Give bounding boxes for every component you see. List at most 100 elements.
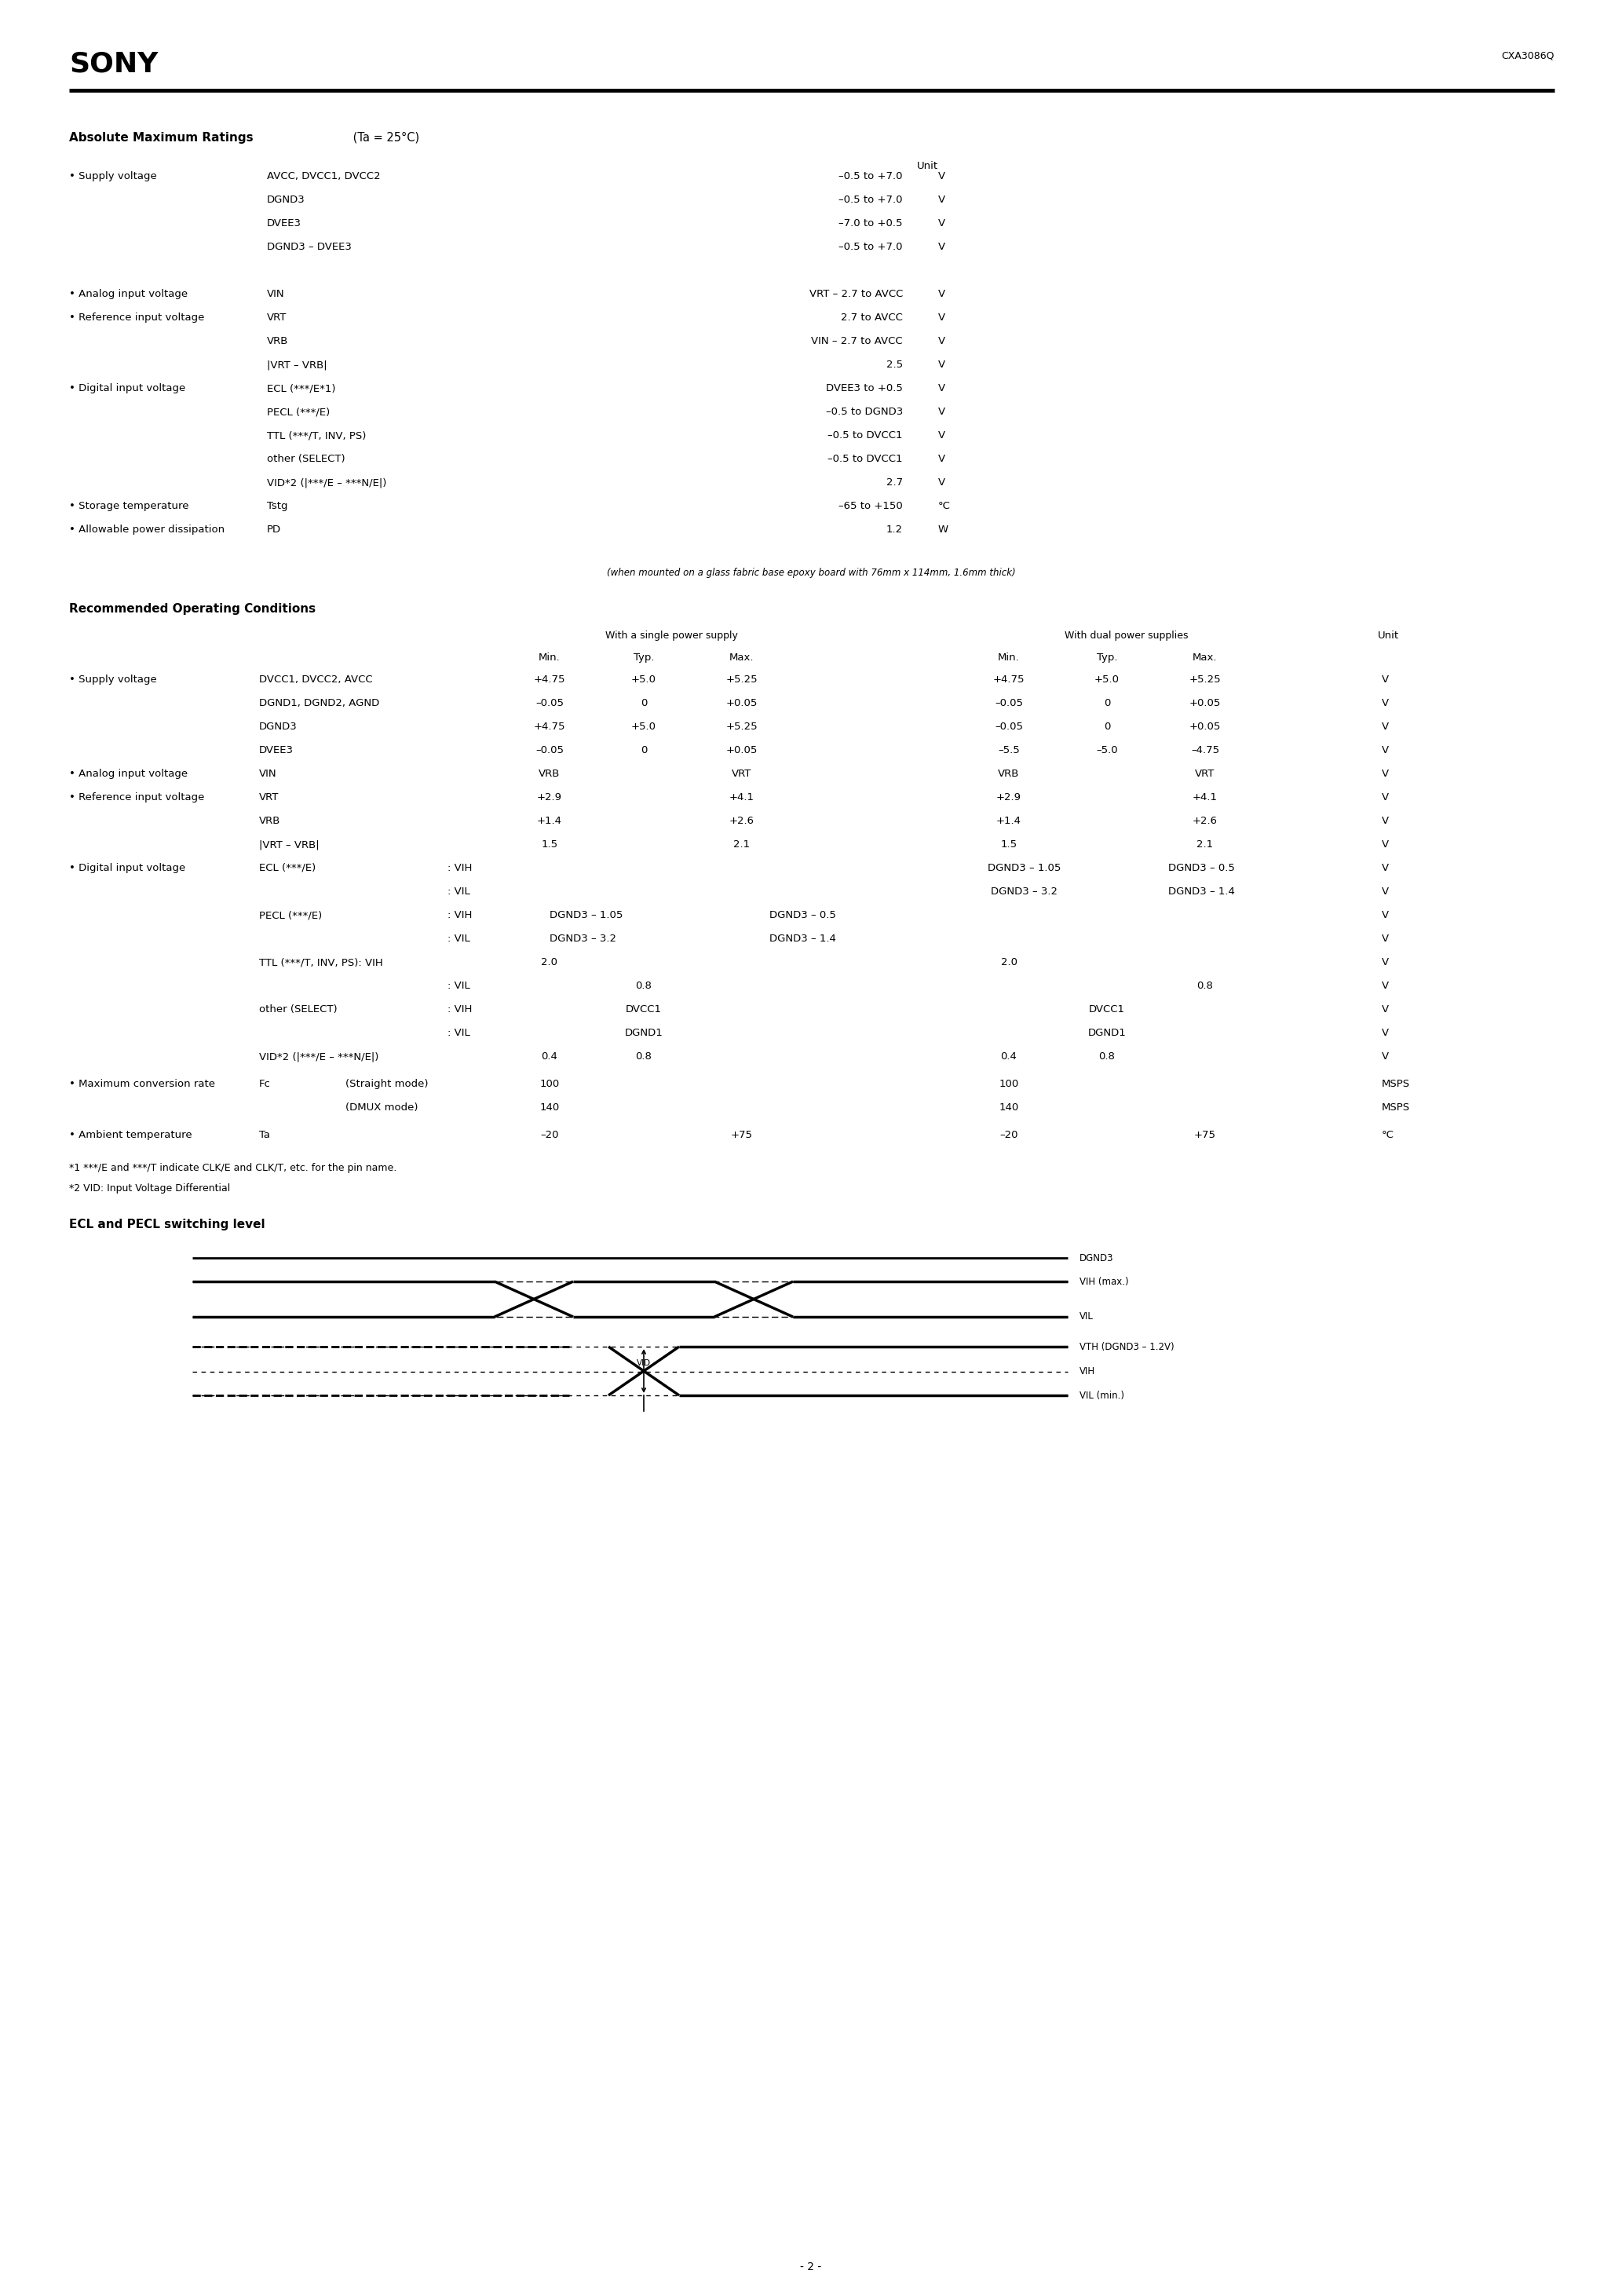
Text: TTL (***/T, INV, PS): VIH: TTL (***/T, INV, PS): VIH (260, 957, 383, 967)
Text: V: V (1382, 792, 1388, 804)
Text: V: V (938, 195, 946, 204)
Text: 2.5: 2.5 (886, 360, 903, 370)
Text: DGND3: DGND3 (260, 721, 297, 732)
Text: Min.: Min. (539, 652, 561, 664)
Text: +2.6: +2.6 (1192, 815, 1218, 827)
Text: –5.5: –5.5 (998, 746, 1020, 755)
Text: VIL (min.): VIL (min.) (1080, 1391, 1124, 1401)
Text: DVEE3: DVEE3 (268, 218, 302, 230)
Text: 1.5: 1.5 (542, 840, 558, 850)
Text: VIH: VIH (1080, 1366, 1095, 1378)
Text: *2 VID: Input Voltage Differential: *2 VID: Input Voltage Differential (70, 1182, 230, 1194)
Text: 0.4: 0.4 (542, 1052, 558, 1061)
Text: –0.5 to +7.0: –0.5 to +7.0 (839, 172, 903, 181)
Text: +75: +75 (1194, 1130, 1216, 1141)
Text: • Reference input voltage: • Reference input voltage (70, 312, 204, 324)
Text: • Ambient temperature: • Ambient temperature (70, 1130, 191, 1141)
Text: VRT – 2.7 to AVCC: VRT – 2.7 to AVCC (809, 289, 903, 298)
Text: : VIH: : VIH (448, 909, 472, 921)
Text: DGND1: DGND1 (624, 1029, 663, 1038)
Text: –0.5 to DGND3: –0.5 to DGND3 (826, 406, 903, 418)
Text: 0: 0 (1103, 721, 1111, 732)
Text: : VIL: : VIL (448, 980, 470, 992)
Text: • Storage temperature: • Storage temperature (70, 501, 188, 512)
Text: V: V (938, 289, 946, 298)
Text: –65 to +150: –65 to +150 (839, 501, 903, 512)
Text: • Analog input voltage: • Analog input voltage (70, 289, 188, 298)
Text: MSPS: MSPS (1382, 1079, 1410, 1088)
Text: +4.1: +4.1 (1192, 792, 1218, 804)
Text: : VIL: : VIL (448, 886, 470, 898)
Text: DGND1, DGND2, AGND: DGND1, DGND2, AGND (260, 698, 380, 707)
Text: Tstg: Tstg (268, 501, 287, 512)
Text: +5.25: +5.25 (1189, 675, 1221, 684)
Text: Recommended Operating Conditions: Recommended Operating Conditions (70, 604, 316, 615)
Text: V: V (1382, 675, 1388, 684)
Text: V: V (938, 478, 946, 487)
Text: 0: 0 (641, 746, 647, 755)
Text: 2.1: 2.1 (733, 840, 751, 850)
Text: +4.75: +4.75 (534, 721, 566, 732)
Text: SONY: SONY (70, 51, 157, 78)
Text: : VIH: : VIH (448, 1003, 472, 1015)
Text: +5.0: +5.0 (631, 721, 657, 732)
Text: +0.05: +0.05 (1189, 698, 1221, 707)
Text: V: V (1382, 957, 1388, 967)
Text: DVEE3 to +0.5: DVEE3 to +0.5 (826, 383, 903, 393)
Text: • Digital input voltage: • Digital input voltage (70, 383, 185, 393)
Text: V: V (1382, 746, 1388, 755)
Text: VRB: VRB (268, 335, 289, 347)
Text: V: V (938, 218, 946, 230)
Text: VRT: VRT (1195, 769, 1215, 778)
Text: V: V (938, 312, 946, 324)
Text: ECL and PECL switching level: ECL and PECL switching level (70, 1219, 264, 1231)
Text: +4.75: +4.75 (993, 675, 1025, 684)
Text: –7.0 to +0.5: –7.0 to +0.5 (839, 218, 903, 230)
Text: DGND3 – 1.4: DGND3 – 1.4 (769, 934, 835, 944)
Text: VID*2 (|***/E – ***N/E|): VID*2 (|***/E – ***N/E|) (268, 478, 386, 487)
Text: (Straight mode): (Straight mode) (345, 1079, 428, 1088)
Text: –20: –20 (999, 1130, 1019, 1141)
Text: –4.75: –4.75 (1191, 746, 1220, 755)
Text: V: V (938, 383, 946, 393)
Text: V: V (938, 455, 946, 464)
Text: 2.0: 2.0 (1001, 957, 1017, 967)
Text: –0.05: –0.05 (535, 698, 564, 707)
Text: –0.05: –0.05 (994, 698, 1023, 707)
Text: V: V (938, 335, 946, 347)
Text: +5.0: +5.0 (631, 675, 657, 684)
Text: V: V (938, 172, 946, 181)
Text: +2.9: +2.9 (537, 792, 563, 804)
Text: V: V (1382, 721, 1388, 732)
Text: 2.1: 2.1 (1197, 840, 1213, 850)
Text: |VRT – VRB|: |VRT – VRB| (260, 840, 320, 850)
Text: VIL: VIL (1080, 1311, 1093, 1322)
Text: V: V (938, 360, 946, 370)
Text: VRT: VRT (268, 312, 287, 324)
Text: V: V (938, 429, 946, 441)
Text: DGND3 – 0.5: DGND3 – 0.5 (769, 909, 835, 921)
Text: VTH (DGND3 – 1.2V): VTH (DGND3 – 1.2V) (1080, 1341, 1174, 1352)
Text: +5.25: +5.25 (727, 721, 757, 732)
Text: DVCC1, DVCC2, AVCC: DVCC1, DVCC2, AVCC (260, 675, 373, 684)
Text: +0.05: +0.05 (1189, 721, 1221, 732)
Text: AVCC, DVCC1, DVCC2: AVCC, DVCC1, DVCC2 (268, 172, 381, 181)
Text: V: V (938, 406, 946, 418)
Text: V: V (1382, 1003, 1388, 1015)
Text: +0.05: +0.05 (727, 698, 757, 707)
Text: VIN: VIN (268, 289, 285, 298)
Text: • Maximum conversion rate: • Maximum conversion rate (70, 1079, 216, 1088)
Text: ECL (***/E*1): ECL (***/E*1) (268, 383, 336, 393)
Text: VID: VID (637, 1359, 650, 1366)
Text: +1.4: +1.4 (996, 815, 1022, 827)
Text: °C: °C (938, 501, 950, 512)
Text: DGND3 – 3.2: DGND3 – 3.2 (991, 886, 1058, 898)
Text: V: V (1382, 840, 1388, 850)
Text: V: V (1382, 1029, 1388, 1038)
Text: DGND1: DGND1 (1088, 1029, 1126, 1038)
Text: *1 ***/E and ***/T indicate CLK/E and CLK/T, etc. for the pin name.: *1 ***/E and ***/T indicate CLK/E and CL… (70, 1162, 397, 1173)
Text: VIN: VIN (260, 769, 277, 778)
Text: |VRT – VRB|: |VRT – VRB| (268, 360, 328, 370)
Text: PECL (***/E): PECL (***/E) (260, 909, 323, 921)
Text: 0.8: 0.8 (1098, 1052, 1116, 1061)
